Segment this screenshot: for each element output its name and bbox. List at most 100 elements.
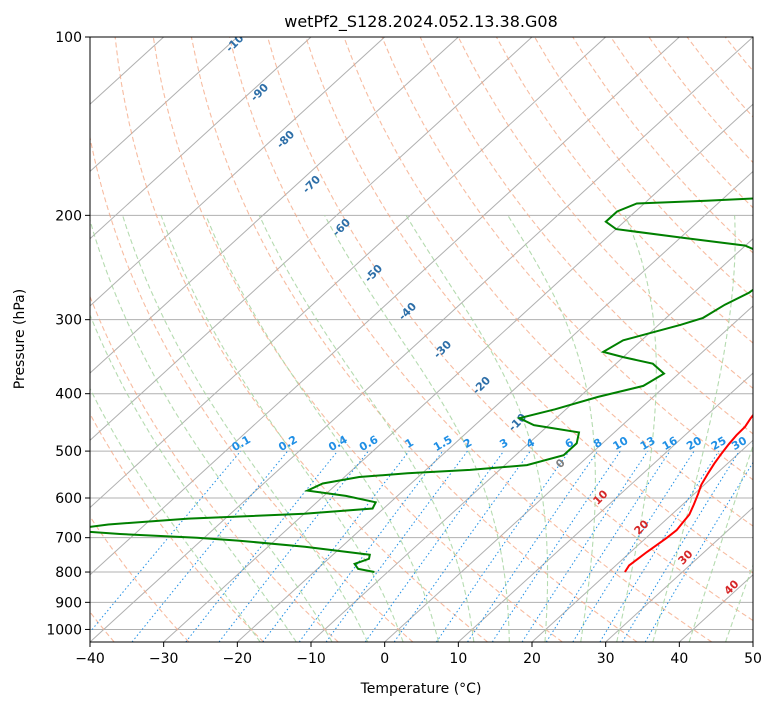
x-tick-label: −40 bbox=[75, 651, 105, 667]
dry-adiabat-70 bbox=[343, 37, 753, 527]
moist-adiabat-5 bbox=[205, 215, 440, 642]
moist-adiabat-35 bbox=[652, 215, 736, 642]
isotherm--50 bbox=[90, 37, 680, 576]
isotherm-30 bbox=[605, 506, 753, 642]
dry-adiabat-20 bbox=[152, 37, 563, 642]
y-tick-label: 500 bbox=[55, 444, 82, 460]
dry-adiabat-60 bbox=[305, 37, 753, 574]
x-tick-label: 0 bbox=[380, 651, 389, 667]
moist-adiabat-10 bbox=[258, 215, 475, 642]
mixing-ratio-label: 20 bbox=[684, 434, 704, 453]
mixing-ratio-label: 36 bbox=[750, 434, 770, 453]
mixing-ratio-label: 16 bbox=[660, 434, 680, 453]
y-tick-label: 700 bbox=[55, 531, 82, 547]
moist-adiabat-30 bbox=[616, 215, 657, 642]
dewpoint-profile-line bbox=[90, 197, 753, 573]
x-tick-label: −20 bbox=[223, 651, 253, 667]
moist-adiabat-label: 10 bbox=[591, 487, 611, 507]
y-axis-ticks: 100 200 300 400 500 600 700 800 900 1000 bbox=[46, 30, 90, 638]
dry-adiabat-180 bbox=[763, 37, 775, 642]
isotherm-10 bbox=[457, 372, 753, 642]
dry-adiabat-30 bbox=[190, 37, 638, 642]
mixing-ratio-label: 4 bbox=[524, 436, 537, 451]
y-tick-label: 400 bbox=[55, 387, 82, 403]
mixing-ratio-lines bbox=[90, 450, 753, 642]
mixing-ratio-line-10 bbox=[491, 450, 621, 642]
dry-adiabat-label: -90 bbox=[248, 81, 271, 104]
isotherm--100 bbox=[90, 37, 312, 240]
x-tick-label: −30 bbox=[149, 651, 179, 667]
dry-adiabat-label: -30 bbox=[431, 338, 454, 361]
mixing-ratio-line-2 bbox=[325, 450, 468, 642]
dry-adiabat--20 bbox=[90, 412, 264, 642]
dry-adiabat-50 bbox=[267, 37, 753, 622]
moist-adiabats bbox=[90, 215, 753, 642]
temperature-profile-line bbox=[624, 413, 753, 573]
dry-adiabat-40 bbox=[228, 37, 713, 642]
mixing-ratio-line-0.2 bbox=[131, 450, 288, 642]
x-tick-label: 50 bbox=[744, 651, 762, 667]
isotherm--110 bbox=[90, 37, 238, 173]
y-tick-label: 300 bbox=[55, 313, 82, 329]
isotherm-50 bbox=[752, 641, 753, 642]
dry-adiabat-0 bbox=[90, 134, 414, 642]
mixing-ratio-line-1 bbox=[262, 450, 410, 642]
moist-adiabat-label: 40 bbox=[722, 577, 742, 597]
moist-adiabat-15 bbox=[324, 215, 510, 642]
x-tick-label: 20 bbox=[523, 651, 541, 667]
mixing-ratio-label: 1 bbox=[403, 436, 416, 451]
y-axis-label: Pressure (hPa) bbox=[12, 289, 28, 389]
y-tick-label: 600 bbox=[55, 491, 82, 507]
moist-adiabat-0 bbox=[160, 215, 404, 642]
mixing-ratio-line-30 bbox=[621, 450, 740, 642]
y-tick-label: 1000 bbox=[46, 622, 82, 638]
x-axis-label: Temperature (°C) bbox=[360, 681, 482, 697]
y-tick-label: 100 bbox=[55, 30, 82, 46]
chart-title: wetPf2_S128.2024.052.13.38.G08 bbox=[284, 12, 558, 32]
mixing-ratio-line-25 bbox=[599, 450, 720, 642]
dry-adiabat-80 bbox=[381, 37, 753, 481]
dry-adiabat--30 bbox=[90, 515, 190, 642]
mixing-ratio-line-4 bbox=[393, 450, 531, 642]
isotherm--90 bbox=[90, 37, 386, 307]
mixing-ratio-label: 3 bbox=[497, 436, 510, 451]
dry-adiabat-160 bbox=[686, 37, 753, 118]
mixing-ratio-line-0.1 bbox=[90, 450, 242, 633]
dry-adiabat-label: -70 bbox=[300, 173, 323, 196]
plot-frame bbox=[89, 36, 754, 643]
x-tick-label: −10 bbox=[296, 651, 326, 667]
y-tick-label: 800 bbox=[55, 565, 82, 581]
mixing-ratio-line-3 bbox=[364, 450, 505, 642]
isotherm--60 bbox=[90, 37, 607, 509]
mixing-ratio-line-0.4 bbox=[185, 450, 338, 642]
isotherm--30 bbox=[163, 103, 753, 642]
dry-adiabat--10 bbox=[90, 295, 339, 642]
dry-adiabat-label: -10 bbox=[506, 411, 529, 434]
isotherm-20 bbox=[531, 439, 753, 642]
y-tick-label: 200 bbox=[55, 208, 82, 224]
dry-adiabat-130 bbox=[572, 37, 753, 254]
mixing-ratio-label: 10 bbox=[611, 434, 631, 453]
isotherm--70 bbox=[90, 37, 533, 442]
moist-adiabat-25 bbox=[507, 215, 596, 642]
dry-adiabat-120 bbox=[534, 37, 753, 299]
dry-adiabat-170 bbox=[724, 37, 753, 72]
plot-area: 0.1 0.2 0.4 0.6 1 1.5 2 3 4 6 8 10 13 16 20 25 30 36-100-… bbox=[90, 37, 775, 642]
isotherm--20 bbox=[236, 170, 753, 642]
mixing-ratio-label: 30 bbox=[729, 434, 749, 453]
moist-adiabat--10 bbox=[90, 218, 333, 642]
dry-adiabat-90 bbox=[419, 37, 753, 435]
isotherm--40 bbox=[90, 37, 753, 642]
mixing-ratio-line-13 bbox=[521, 450, 649, 642]
dry-adiabat-100 bbox=[457, 37, 753, 390]
dry-adiabat-150 bbox=[648, 37, 753, 164]
moist-adiabat--15 bbox=[90, 313, 297, 642]
moist-adiabat-label: 30 bbox=[676, 547, 696, 567]
x-tick-label: 30 bbox=[597, 651, 615, 667]
mixing-ratio-line-6 bbox=[435, 450, 570, 642]
dry-adiabat-label: -80 bbox=[274, 128, 297, 151]
skewed-isotherms bbox=[90, 37, 753, 642]
mixing-ratio-line-16 bbox=[545, 450, 671, 642]
moist-adiabat-label: 20 bbox=[632, 517, 652, 537]
